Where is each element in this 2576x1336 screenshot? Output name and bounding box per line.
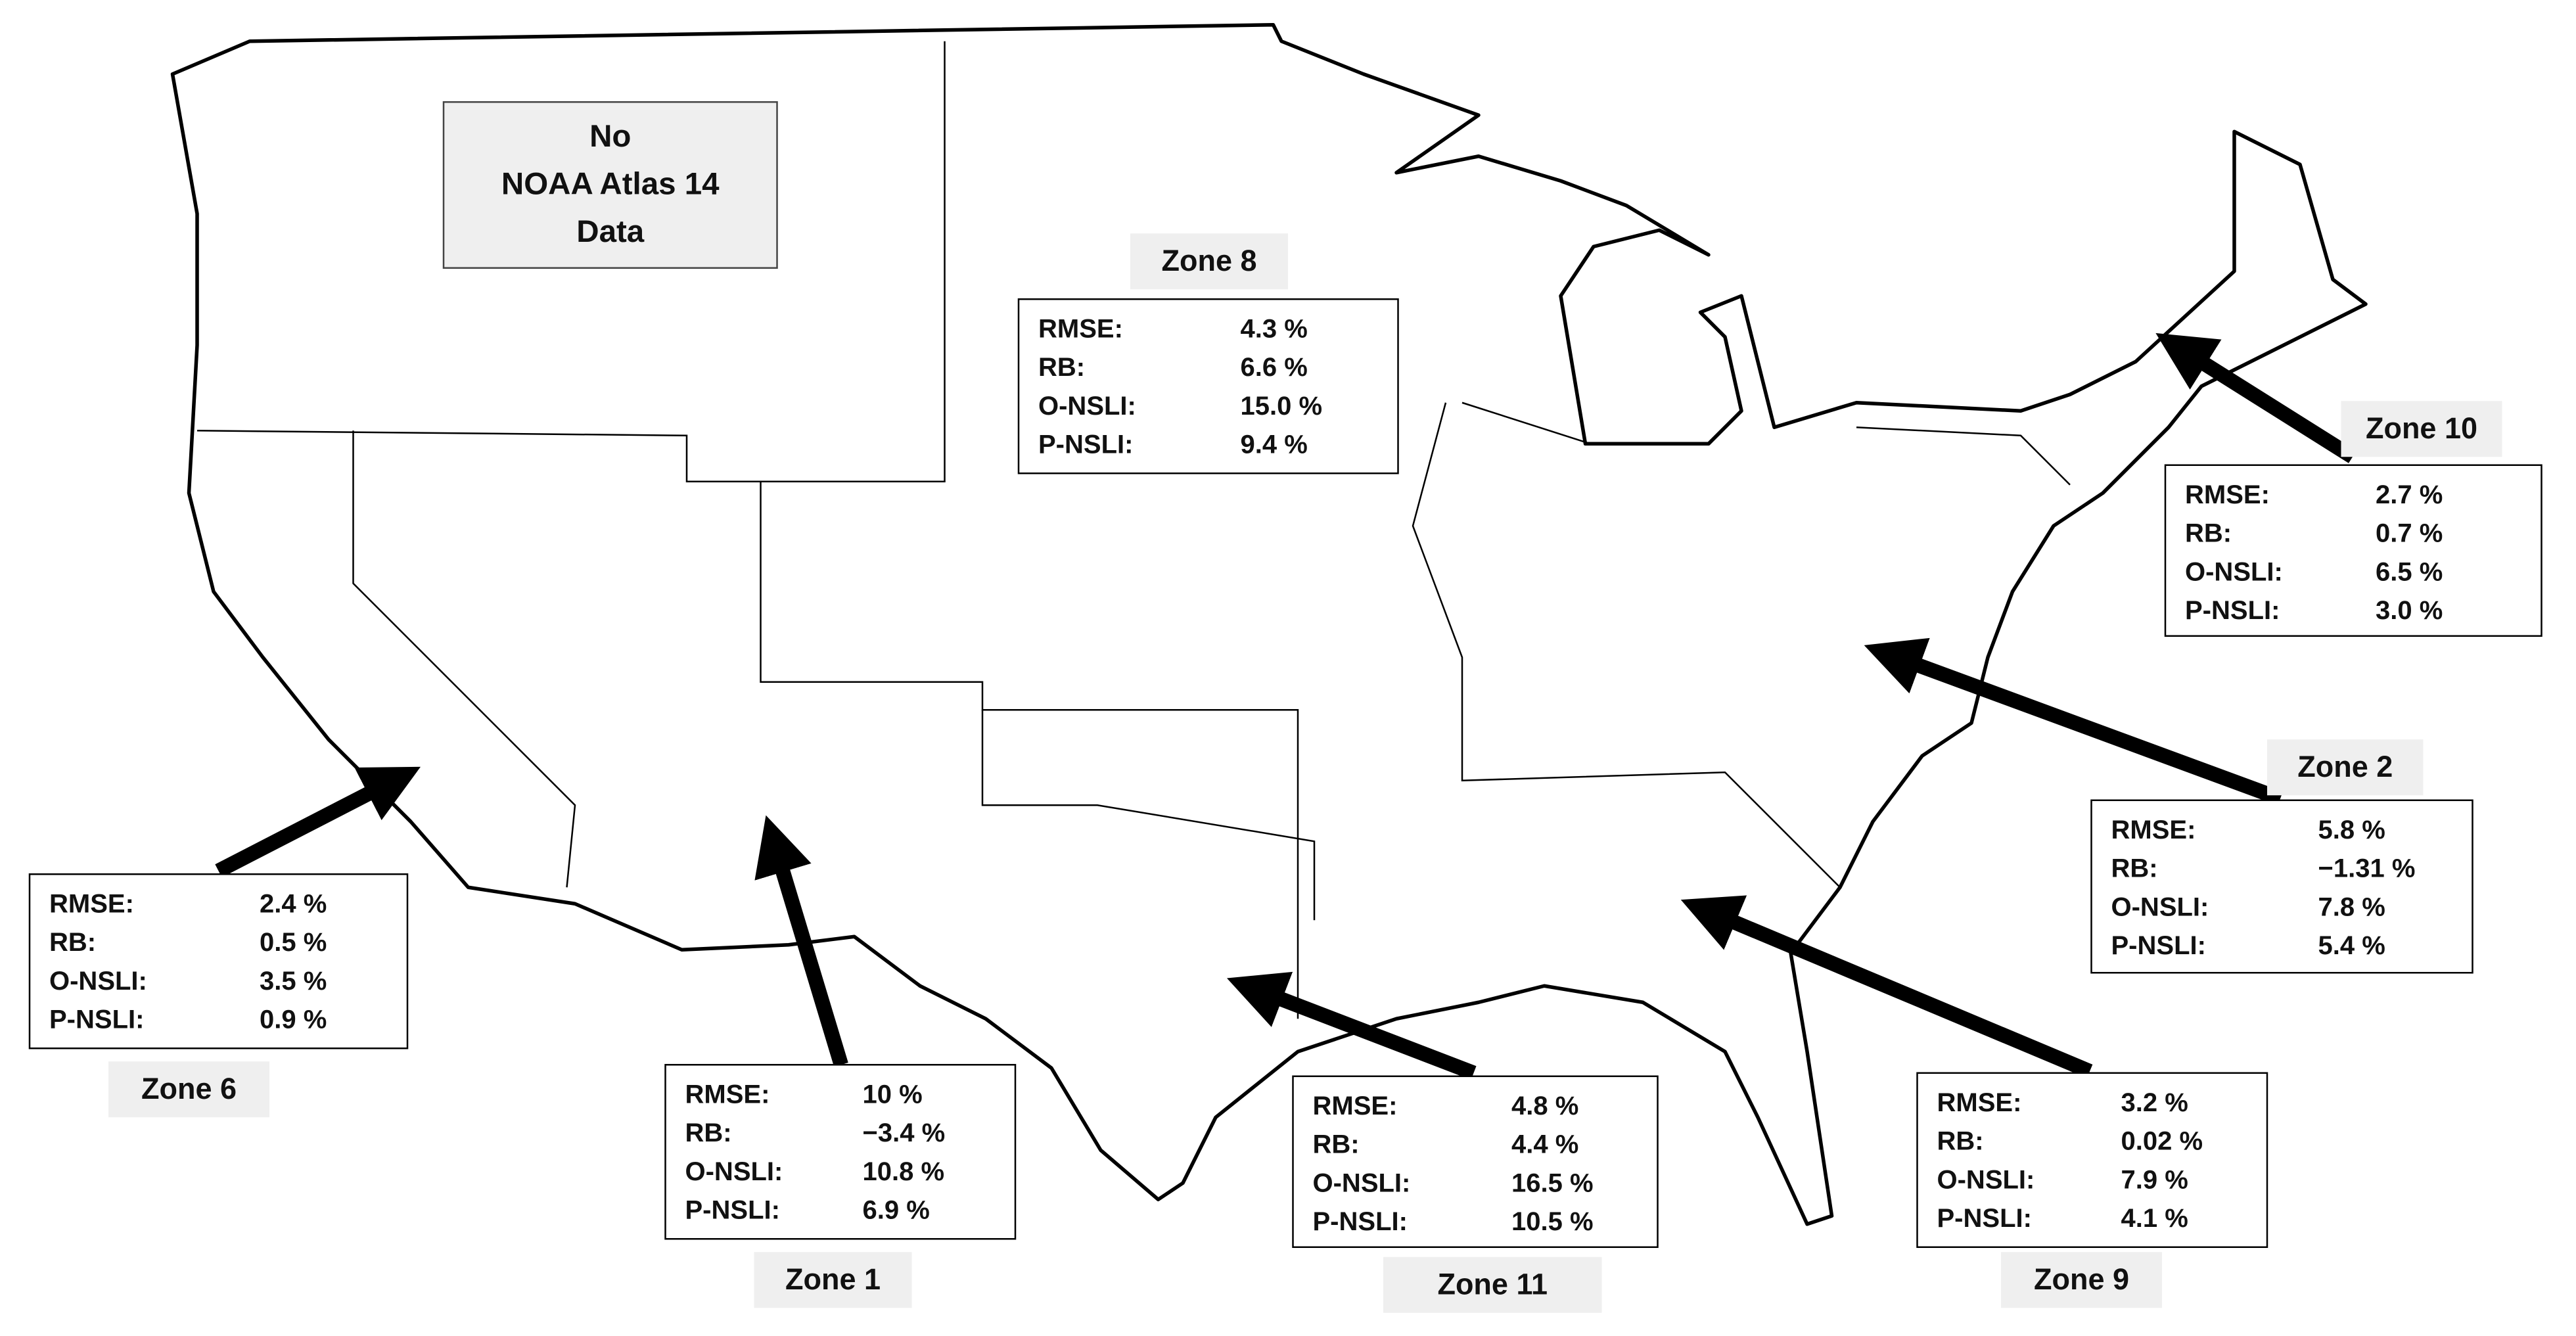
arrow (754, 815, 848, 1067)
stat-label: RB: (2185, 519, 2232, 548)
zone-title-box (754, 1252, 912, 1308)
arrow (1226, 971, 1477, 1080)
zone-title: Zone 11 (1437, 1268, 1548, 1301)
no-data-box: No NOAA Atlas 14 Data (442, 101, 778, 269)
stat-value: 6.9 % (863, 1196, 930, 1225)
stat-label: RMSE: (685, 1080, 770, 1109)
stat-value: 2.4 % (260, 889, 327, 918)
no-data-label: NOAA Atlas 14 (501, 166, 720, 201)
stat-value: 6.5 % (2376, 557, 2443, 586)
stat-label: O-NSLI: (1937, 1165, 2035, 1194)
arrow (2155, 333, 2357, 463)
zone-title: Zone 1 (785, 1262, 881, 1296)
stat-label: RMSE: (1937, 1088, 2022, 1117)
arrows (215, 333, 2357, 1080)
stat-value: 0.7 % (2376, 519, 2443, 548)
no-data-label: Data (576, 214, 645, 249)
stat-label: RMSE: (2185, 480, 2270, 509)
stat-label: RMSE: (1313, 1092, 1398, 1120)
zone-title-box (2267, 739, 2424, 796)
stat-label: P-NSLI: (2111, 931, 2206, 960)
stat-label: RB: (685, 1118, 732, 1147)
stat-label: RB: (1937, 1127, 1984, 1156)
stat-label: O-NSLI: (1313, 1168, 1411, 1197)
stat-value: 5.4 % (2318, 931, 2385, 960)
stat-label: P-NSLI: (685, 1196, 780, 1225)
arrow (215, 766, 421, 878)
stat-label: O-NSLI: (1038, 392, 1136, 421)
zone-title-box (2001, 1252, 2162, 1308)
stat-label: RB: (1038, 353, 1085, 382)
stat-label: P-NSLI: (2185, 596, 2280, 625)
stat-label: P-NSLI: (1937, 1204, 2032, 1233)
stat-value: 10 % (863, 1080, 923, 1109)
stat-value: 0.9 % (260, 1005, 327, 1034)
stat-value: −1.31 % (2318, 854, 2416, 883)
stat-label: P-NSLI: (1038, 430, 1133, 459)
stat-value: 0.02 % (2121, 1127, 2203, 1156)
zone-title: Zone 2 (2297, 750, 2393, 783)
zone-title: Zone 6 (141, 1072, 237, 1105)
zone-title-box (1383, 1256, 1602, 1313)
stat-label: RB: (49, 928, 96, 957)
stat-label: RMSE: (1038, 314, 1123, 343)
stat-label: RMSE: (49, 889, 134, 918)
stat-label: RB: (2111, 854, 2158, 883)
stat-value: 7.9 % (2121, 1165, 2188, 1194)
stat-label: O-NSLI: (2111, 892, 2209, 921)
stats-box (1017, 298, 1399, 474)
stat-value: 6.6 % (1241, 353, 1308, 382)
stat-value: 3.0 % (2376, 596, 2443, 625)
zone-title: Zone 9 (2034, 1262, 2129, 1296)
no-data-frame (442, 101, 778, 269)
zone-borders (196, 41, 2071, 1019)
arrow (1680, 895, 2093, 1078)
stat-value: 3.5 % (260, 967, 327, 996)
us-outline (170, 23, 2368, 1226)
stat-label: RB: (1313, 1130, 1360, 1159)
stat-value: 3.2 % (2121, 1088, 2188, 1117)
stat-value: 10.8 % (863, 1157, 945, 1186)
stat-value: 10.5 % (1511, 1207, 1594, 1236)
stat-label: P-NSLI: (1313, 1207, 1408, 1236)
no-data-label: No (589, 119, 631, 154)
stats-box (28, 873, 409, 1049)
stats-box (2090, 799, 2473, 974)
zone-title: Zone 10 (2366, 411, 2477, 445)
stats-box (1292, 1075, 1659, 1248)
stat-value: 4.1 % (2121, 1204, 2188, 1233)
zone-title: Zone 8 (1161, 244, 1256, 277)
zone-title-box (108, 1061, 269, 1118)
stat-label: O-NSLI: (2185, 557, 2283, 586)
stat-value: 7.8 % (2318, 892, 2385, 921)
stat-value: 4.8 % (1511, 1092, 1578, 1120)
stat-value: −3.4 % (863, 1118, 946, 1147)
stats-box (2164, 464, 2542, 637)
zone-title-box (2341, 401, 2502, 457)
stat-value: 16.5 % (1511, 1168, 1594, 1197)
stat-label: O-NSLI: (685, 1157, 783, 1186)
stat-value: 9.4 % (1241, 430, 1308, 459)
stat-label: O-NSLI: (49, 967, 147, 996)
stat-label: RMSE: (2111, 816, 2196, 844)
stats-box (1916, 1072, 2268, 1248)
stat-value: 2.7 % (2376, 480, 2443, 509)
stat-value: 5.8 % (2318, 816, 2385, 844)
stats-box (664, 1064, 1017, 1240)
stat-value: 4.4 % (1511, 1130, 1578, 1159)
arrow (1864, 637, 2283, 806)
stat-value: 4.3 % (1241, 314, 1308, 343)
zone-title-box (1130, 233, 1288, 290)
stat-label: P-NSLI: (49, 1005, 144, 1034)
stat-value: 15.0 % (1241, 392, 1323, 421)
stat-value: 0.5 % (260, 928, 327, 957)
